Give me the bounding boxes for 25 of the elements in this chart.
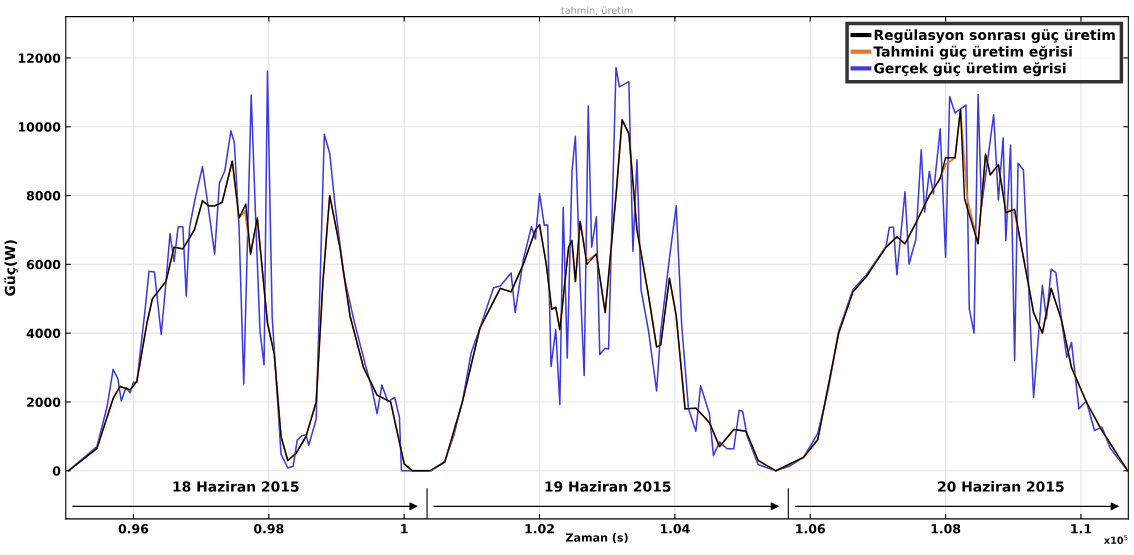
x-tick-label: 1.1 <box>1071 524 1092 534</box>
x-tick-label: 0.98 <box>253 524 284 534</box>
annotation: 18 Haziran 2015 <box>173 481 299 492</box>
x-tick-label: 1 <box>401 524 408 534</box>
legend-label: Tahmini güç üretim eğrisi <box>873 45 1072 60</box>
legend-label: Gerçek güç üretim eğrisi <box>874 62 1066 77</box>
annotation: 19 Haziran 2015 <box>545 481 671 492</box>
legend-label: Regülasyon sonrası güç üretim <box>874 29 1115 43</box>
x-tick-label: 0.96 <box>118 524 149 534</box>
y-axis-title: Güç(W) <box>4 240 18 296</box>
y-tick-label: 8000 <box>26 191 61 201</box>
annotation: 20 Haziran 2015 <box>938 481 1064 492</box>
x-tick-label: 1.04 <box>660 524 690 534</box>
text: x10$^{5}$ <box>1103 535 1128 544</box>
y-tick-label: 12000 <box>18 53 61 63</box>
y-tick-label: 0 <box>52 466 61 476</box>
y-tick-label: 2000 <box>27 397 61 407</box>
y-tick-label: 6000 <box>26 259 61 270</box>
y-tick-label: 10000 <box>18 122 61 132</box>
y-tick-label: 4000 <box>26 328 61 339</box>
chart-title: tahmin, üretim <box>561 6 633 15</box>
x-tick-label: 1.06 <box>796 524 825 534</box>
x-axis-title: Zaman (s) <box>565 533 628 544</box>
x-tick-label: 1.02 <box>525 524 554 534</box>
x-tick-label: 1.08 <box>931 524 961 534</box>
